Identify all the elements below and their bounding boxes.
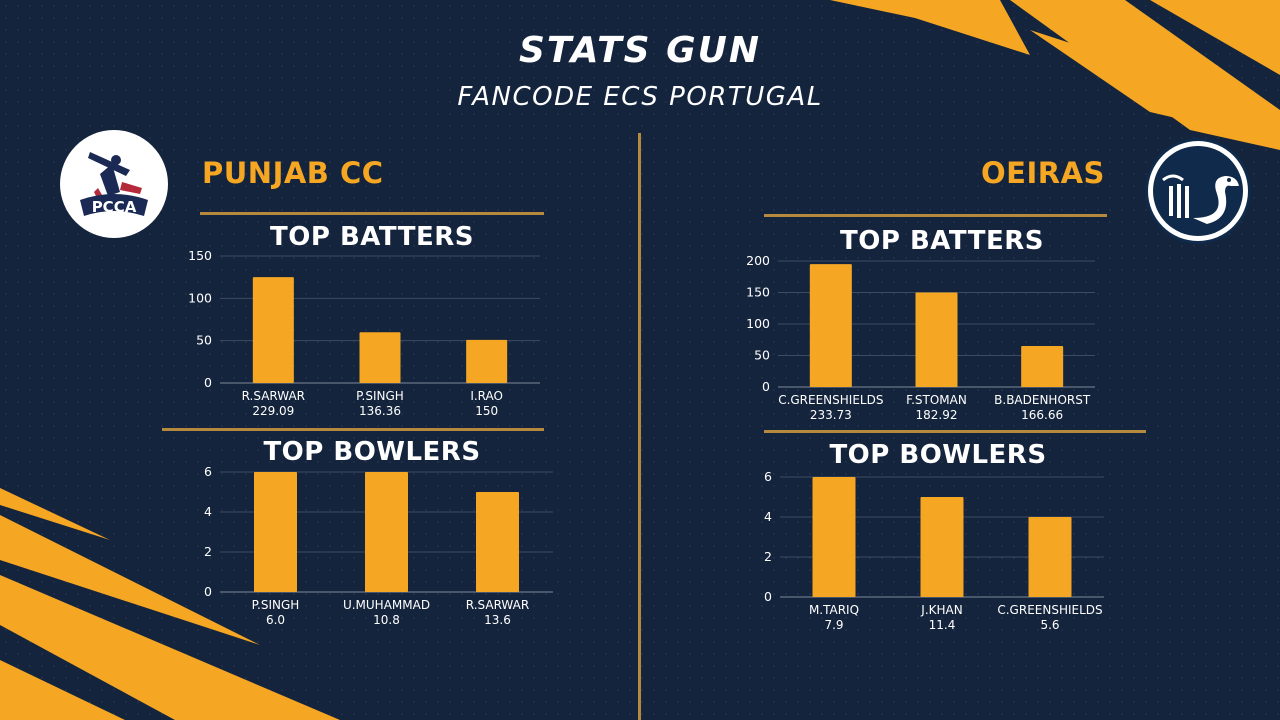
section-divider-left (162, 428, 544, 431)
y-tick-label: 0 (204, 375, 212, 390)
category-sublabel: 166.66 (1021, 408, 1063, 422)
category-label: C.GREENSHIELDS (997, 603, 1102, 617)
category-sublabel: 5.6 (1040, 618, 1059, 632)
team-underline-left (200, 212, 544, 215)
y-tick-label: 0 (762, 379, 770, 394)
category-label: U.MUHAMMAD (343, 598, 430, 612)
bar (365, 472, 408, 592)
y-tick-label: 50 (754, 348, 770, 363)
y-tick-label: 150 (188, 248, 212, 263)
category-sublabel: 136.36 (359, 404, 401, 418)
category-sublabel: 233.73 (810, 408, 852, 422)
category-sublabel: 229.09 (252, 404, 294, 418)
bar (915, 292, 958, 387)
category-sublabel: 182.92 (916, 408, 958, 422)
y-tick-label: 2 (204, 544, 212, 559)
category-label: C.GREENSHIELDS (778, 393, 883, 407)
category-label: P.SINGH (252, 598, 300, 612)
y-tick-label: 50 (196, 333, 212, 348)
category-label: R.SARWAR (242, 389, 305, 403)
category-sublabel: 6.0 (266, 613, 285, 627)
y-tick-label: 200 (746, 253, 770, 268)
category-sublabel: 7.9 (824, 618, 843, 632)
top-batters-title-right: TOP BATTERS (840, 226, 1044, 256)
y-tick-label: 150 (746, 285, 770, 300)
bar (252, 277, 294, 383)
pcca-logo-icon: PCCA (60, 130, 168, 238)
y-tick-label: 4 (204, 504, 212, 519)
category-sublabel: 11.4 (929, 618, 956, 632)
top-batters-title-left: TOP BATTERS (270, 222, 474, 252)
category-label: B.BADENHORST (994, 393, 1091, 407)
bar (1028, 517, 1072, 597)
bar (920, 497, 964, 597)
y-tick-label: 4 (764, 509, 772, 524)
y-tick-label: 0 (204, 584, 212, 599)
category-label: J.KHAN (920, 603, 962, 617)
oeiras-swan-logo-icon (1145, 138, 1251, 244)
team-underline-right (764, 214, 1107, 217)
bar (476, 492, 519, 592)
pcca-logo-text: PCCA (92, 198, 137, 216)
y-tick-label: 6 (204, 464, 212, 479)
bar (1021, 346, 1064, 387)
category-label: P.SINGH (356, 389, 404, 403)
bar (809, 264, 852, 387)
bar (254, 472, 297, 592)
bar (466, 339, 508, 383)
page-subtitle: FANCODE ECS PORTUGAL (457, 82, 823, 112)
team-name-left: PUNJAB CC (202, 156, 384, 190)
bar (359, 332, 401, 383)
category-label: F.STOMAN (906, 393, 967, 407)
category-sublabel: 13.6 (484, 613, 511, 627)
top-bowlers-title-right: TOP BOWLERS (829, 440, 1047, 470)
section-divider-right (764, 430, 1146, 433)
bar (812, 477, 856, 597)
y-tick-label: 100 (188, 290, 212, 305)
team-name-right: OEIRAS (981, 156, 1105, 190)
category-sublabel: 10.8 (373, 613, 400, 627)
top-bowlers-title-left: TOP BOWLERS (263, 437, 481, 467)
y-tick-label: 2 (764, 549, 772, 564)
y-tick-label: 100 (746, 316, 770, 331)
category-sublabel: 150 (475, 404, 498, 418)
y-tick-label: 6 (764, 469, 772, 484)
category-label: M.TARIQ (809, 603, 859, 617)
category-label: I.RAO (470, 389, 503, 403)
y-tick-label: 0 (764, 589, 772, 604)
category-label: R.SARWAR (466, 598, 529, 612)
page-title: STATS GUN (518, 30, 762, 71)
center-divider (638, 133, 641, 720)
